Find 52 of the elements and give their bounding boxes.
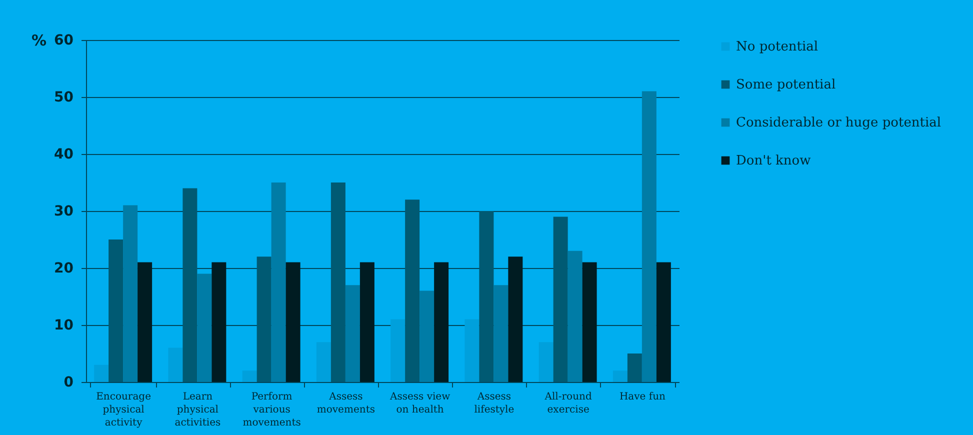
legend-label: Considerable or huge potential [736, 116, 942, 130]
bar [286, 262, 300, 382]
bar [360, 262, 374, 382]
bar [108, 240, 124, 382]
bar [582, 262, 597, 382]
bar [212, 262, 226, 382]
bar [168, 348, 183, 382]
bar [464, 319, 480, 382]
bar [656, 262, 671, 382]
x-tick-label: Assess view on health [388, 392, 451, 416]
y-tick-label: 40 [54, 146, 74, 162]
y-tick-label: 60 [54, 32, 74, 48]
bar [316, 342, 331, 382]
bar [197, 274, 212, 382]
bar [405, 200, 420, 382]
bar [568, 250, 582, 382]
bar [94, 364, 109, 382]
bar [242, 370, 257, 382]
bar [434, 262, 449, 382]
y-tick-label: 10 [54, 318, 74, 334]
bar [271, 182, 286, 382]
x-tick-label: Have fun [619, 392, 666, 402]
y-tick-label: 20 [54, 260, 74, 276]
bar [330, 182, 346, 382]
bar [553, 216, 568, 382]
bar [123, 205, 138, 382]
bar [479, 211, 494, 382]
bar [494, 285, 508, 382]
x-tick-label: Learn physical activities [174, 392, 221, 428]
bar [538, 342, 554, 382]
x-tick-label: Perform various movements [242, 392, 301, 428]
legend-label: Some potential [736, 78, 836, 92]
bar [390, 319, 406, 382]
bar [256, 256, 272, 382]
y-tick-label: 30 [54, 204, 74, 220]
x-tick-label: Assess movements [316, 392, 375, 416]
bar [138, 262, 152, 382]
bar [642, 91, 656, 382]
bar [627, 354, 642, 382]
legend-label: Don't know [736, 154, 811, 168]
x-tick-label: Encourage physical activity [96, 392, 152, 428]
y-tick-label: 50 [54, 90, 74, 106]
bar [612, 370, 628, 382]
bar [345, 285, 360, 382]
legend-label: No potential [736, 40, 818, 54]
x-tick-label: Assess lifestyle [474, 392, 514, 416]
bar [182, 188, 198, 382]
x-tick-label: All-round exercise [544, 392, 592, 416]
y-axis-title: % [31, 32, 46, 50]
y-tick-label: 0 [64, 374, 74, 390]
bar [508, 256, 523, 382]
bar [420, 290, 434, 382]
